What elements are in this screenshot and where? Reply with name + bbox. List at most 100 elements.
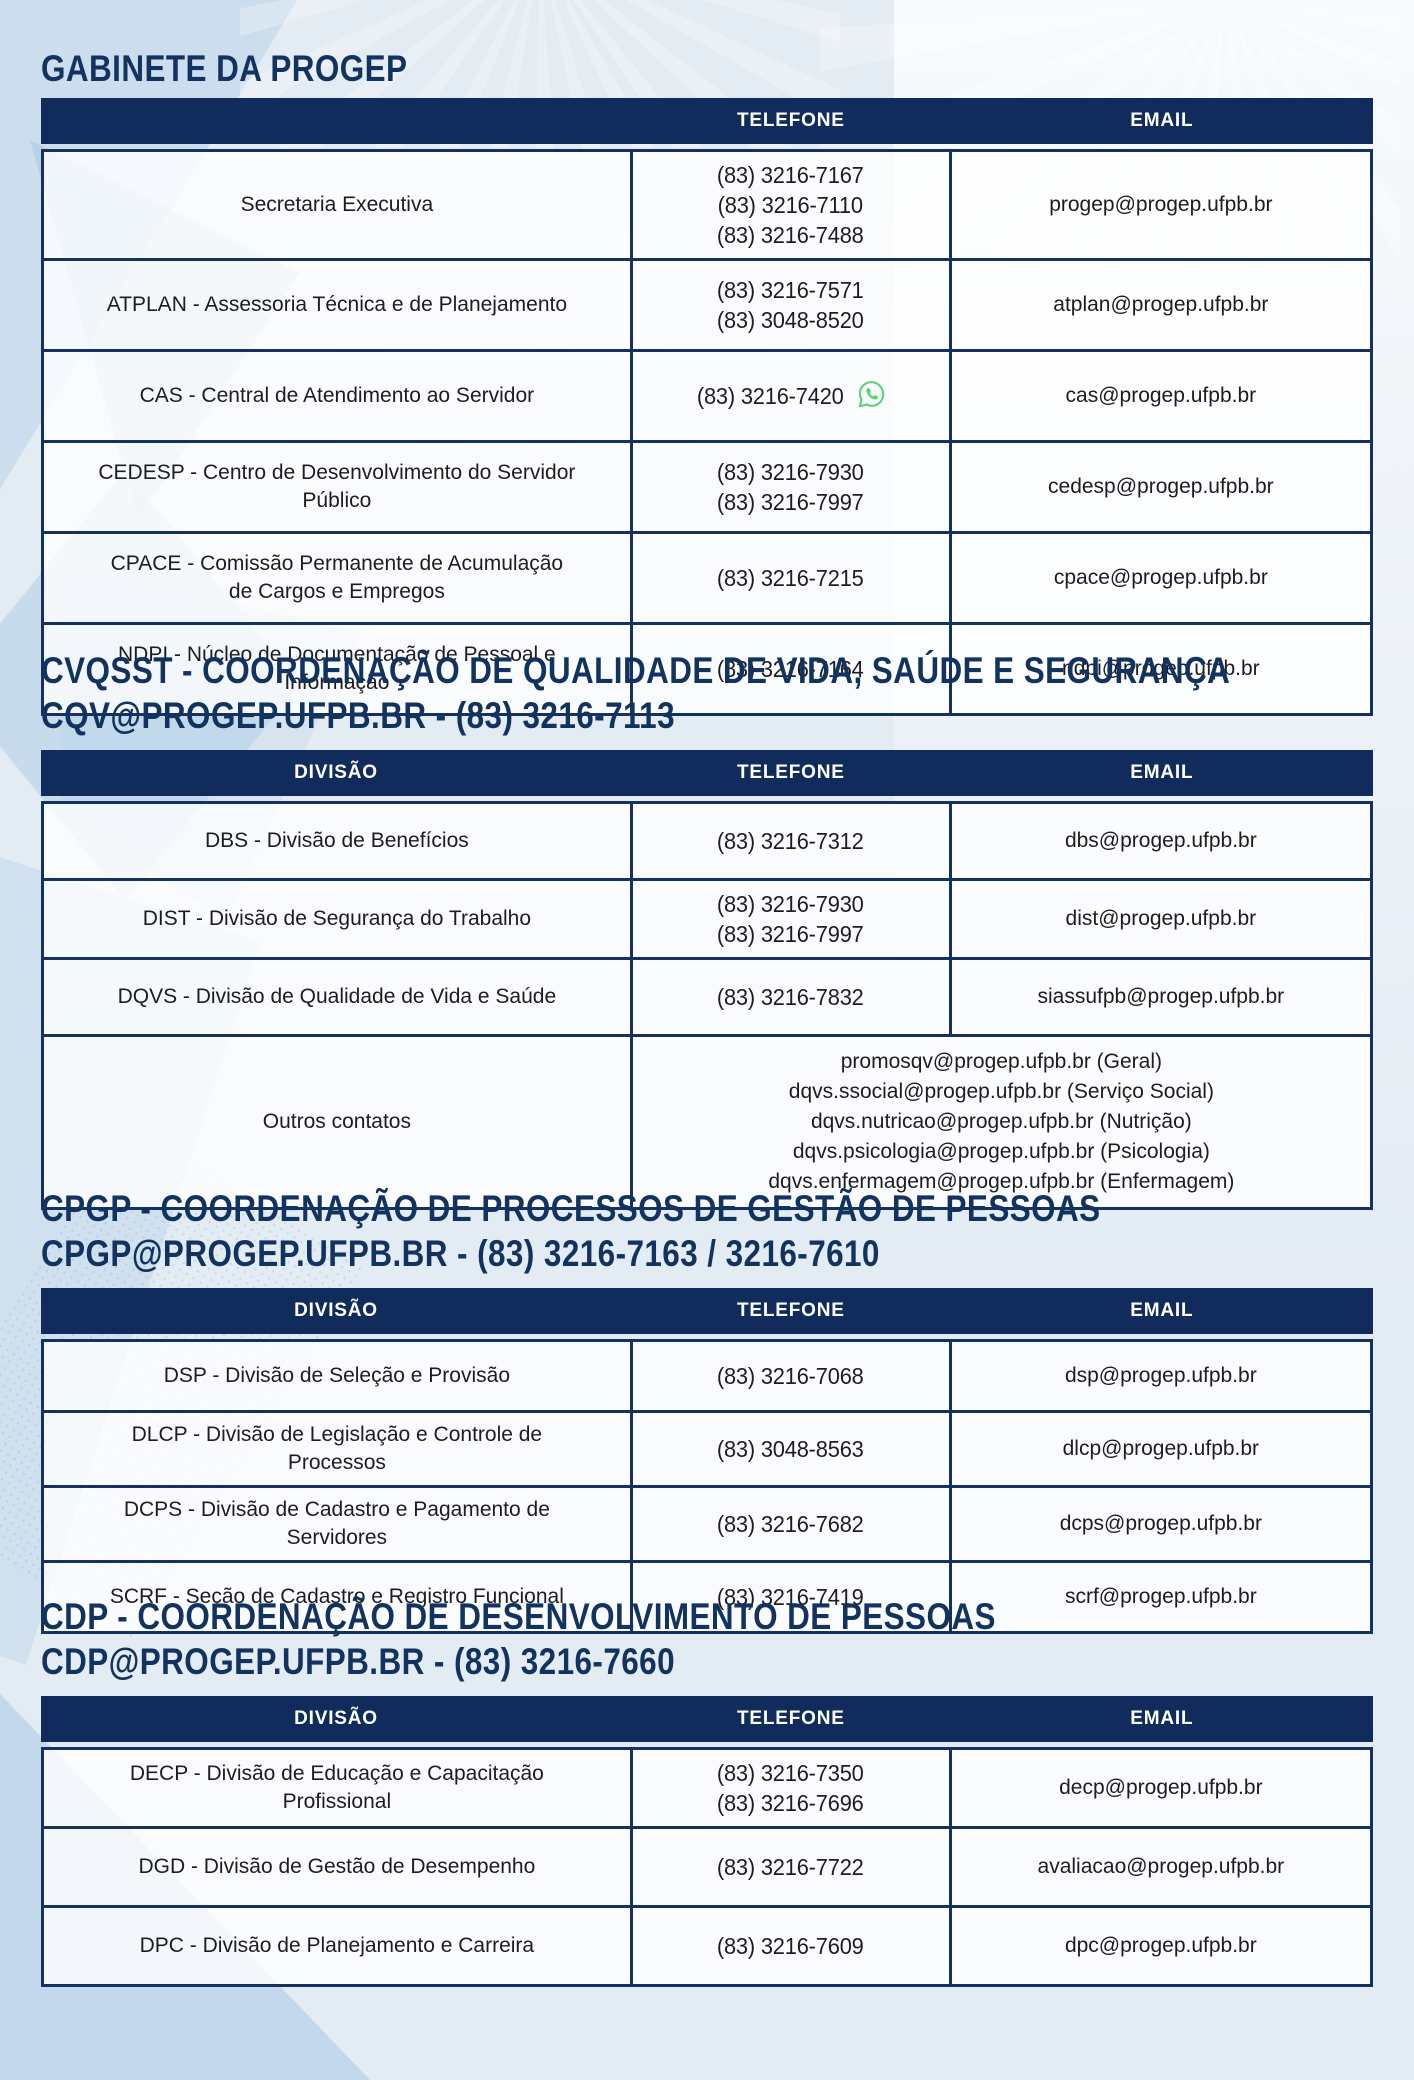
phone-number: (83) 3216-7682: [717, 1511, 865, 1537]
column-header: EMAIL: [1130, 762, 1194, 783]
column-header: TELEFONE: [737, 1300, 845, 1321]
phone-cell: (83) 3216-7930 (83) 3216-7997: [629, 440, 952, 534]
email-address: dpc@progep.ufpb.br: [1064, 1934, 1257, 1957]
division-cell: DLCP - Divisão de Legislação e Controle …: [41, 1410, 633, 1488]
contact-table: DIVISÃO TELEFONE EMAIL DBS - Divisão de Ben…: [41, 750, 1374, 1210]
phone-number: (83) 3216-7930 (83) 3216-7997: [717, 459, 865, 515]
phone-number: (83) 3216-7930 (83) 3216-7997: [717, 891, 865, 947]
email-cell: dsp@progep.ufpb.br: [948, 1339, 1374, 1413]
division-cell: DQVS - Divisão de Qualidade de Vida e Sa…: [41, 957, 633, 1037]
contact-table: DIVISÃO TELEFONE EMAIL DSP - Divisão de Sel…: [41, 1288, 1374, 1634]
table-row: DLCP - Divisão de Legislação e Controle …: [41, 1410, 1374, 1488]
column-header: TELEFONE: [737, 110, 845, 131]
email-cell: dcps@progep.ufpb.br: [948, 1485, 1374, 1563]
table-row: CAS - Central de Atendimento ao Servidor…: [41, 349, 1374, 443]
phone-number: (83) 3216-7068: [717, 1363, 865, 1389]
table-row: DECP - Divisão de Educação e Capacitação…: [41, 1747, 1374, 1829]
email-cell: scrf@progep.ufpb.br: [948, 1560, 1374, 1634]
section-subtitle: CDP@PROGEP.UFPB.BR - (83) 3216-7660: [41, 1641, 675, 1682]
table-row: DPC - Divisão de Planejamento e Carreira…: [41, 1905, 1374, 1987]
phone-cell: (83) 3216-7215: [629, 531, 952, 625]
phone-number: (83) 3048-8563: [717, 1436, 865, 1462]
phone-cell: (83) 3216-7832: [629, 957, 952, 1037]
table-row: DBS - Divisão de Benefícios (83) 3216-731…: [41, 801, 1374, 881]
division-cell: DBS - Divisão de Benefícios: [41, 801, 633, 881]
email-cell: siassufpb@progep.ufpb.br: [948, 957, 1374, 1037]
contact-table: TELEFONE EMAIL Secretaria Executiva (83) 32…: [41, 98, 1374, 716]
email-cell: dpc@progep.ufpb.br: [948, 1905, 1374, 1987]
division-cell: DIST - Divisão de Segurança do Trabalho: [41, 878, 633, 960]
table-row: DGD - Divisão de Gestão de Desempenho (83…: [41, 1826, 1374, 1908]
division-cell: DSP - Divisão de Seleção e Provisão: [41, 1339, 633, 1413]
phone-number: (83) 3216-7609: [717, 1933, 865, 1959]
column-header: DIVISÃO: [294, 762, 378, 783]
division-cell: Outros contatos: [41, 1034, 633, 1210]
email-cell: progep@progep.ufpb.br: [948, 149, 1374, 261]
email-address: siassufpb@progep.ufpb.br: [1037, 985, 1285, 1008]
email-address: progep@progep.ufpb.br: [1049, 193, 1273, 216]
section-title: GABINETE DA PROGEP: [41, 48, 408, 89]
section-subtitle: CPGP@PROGEP.UFPB.BR - (83) 3216-7163 / 3…: [41, 1233, 880, 1274]
column-header: TELEFONE: [737, 762, 845, 783]
division-cell: DPC - Divisão de Planejamento e Carreira: [41, 1905, 633, 1987]
column-header: DIVISÃO: [294, 1708, 378, 1729]
email-cell: atplan@progep.ufpb.br: [948, 258, 1374, 352]
column-header: EMAIL: [1130, 110, 1194, 131]
table-row: Secretaria Executiva (83) 3216-7167 (83) …: [41, 149, 1374, 261]
email-address: dcps@progep.ufpb.br: [1059, 1512, 1262, 1535]
column-header: DIVISÃO: [294, 1300, 378, 1321]
division-cell: DECP - Divisão de Educação e Capacitação…: [41, 1747, 633, 1829]
email-cell: avaliacao@progep.ufpb.br: [948, 1826, 1374, 1908]
division-cell: CEDESP - Centro de Desenvolvimento do Se…: [41, 440, 633, 534]
section-title: CPGP - COORDENAÇÃO DE PROCESSOS DE GESTÃ…: [41, 1188, 1101, 1229]
section-gabinete: GABINETE DA PROGEP TELEFONE EMAIL Secretari…: [41, 46, 1374, 716]
email-address: avaliacao@progep.ufpb.br: [1037, 1855, 1285, 1878]
phone-number: (83) 3216-7215: [717, 565, 865, 591]
column-header: EMAIL: [1130, 1708, 1194, 1729]
email-address: decp@progep.ufpb.br: [1059, 1776, 1263, 1799]
division-cell: CPACE - Comissão Permanente de Acumulaçã…: [41, 531, 633, 625]
division-cell: DGD - Divisão de Gestão de Desempenho: [41, 1826, 633, 1908]
email-cell: cas@progep.ufpb.br: [948, 349, 1374, 443]
whatsapp-icon: [858, 380, 885, 407]
contact-table: DIVISÃO TELEFONE EMAIL DECP - Divisão de Ed…: [41, 1696, 1374, 1987]
section-cdp: CDP - COORDENAÇÃO DE DESENVOLVIMENTO DE …: [41, 1594, 1374, 1987]
email-address: dist@progep.ufpb.br: [1065, 907, 1257, 930]
table-row: ATPLAN - Assessoria Técnica e de Planeja…: [41, 258, 1374, 352]
email-address: cedesp@progep.ufpb.br: [1048, 475, 1274, 498]
phone-number: (83) 3216-7164: [717, 656, 865, 682]
phone-number: (83) 3216-7350 (83) 3216-7696: [717, 1760, 865, 1816]
section-cpgp: CPGP - COORDENAÇÃO DE PROCESSOS DE GESTÃ…: [41, 1186, 1374, 1634]
email-address: dbs@progep.ufpb.br: [1064, 829, 1257, 852]
phone-number: (83) 3216-7571 (83) 3048-8520: [717, 277, 865, 333]
section-title: CDP - COORDENAÇÃO DE DESENVOLVIMENTO DE …: [41, 1596, 996, 1637]
phone-cell: (83) 3216-7350 (83) 3216-7696: [629, 1747, 952, 1829]
division-cell: CAS - Central de Atendimento ao Servidor: [41, 349, 633, 443]
table-header-row: DIVISÃO TELEFONE EMAIL: [41, 1696, 1373, 1742]
phone-number: (83) 3216-7167 (83) 3216-7110 (83) 3216-…: [717, 162, 865, 248]
phone-cell: (83) 3216-7068: [629, 1339, 952, 1413]
column-header: [41, 98, 631, 144]
column-header: TELEFONE: [737, 1708, 845, 1729]
phone-number: (83) 3216-7722: [717, 1854, 865, 1880]
division-cell: ATPLAN - Assessoria Técnica e de Planeja…: [41, 258, 633, 352]
table-row: DSP - Divisão de Seleção e Provisão (83) …: [41, 1339, 1374, 1413]
phone-cell: (83) 3216-7930 (83) 3216-7997: [629, 878, 952, 960]
phone-cell: (83) 3216-7722: [629, 1826, 952, 1908]
phone-number: (83) 3216-7312: [717, 828, 865, 854]
column-header: EMAIL: [1130, 1300, 1194, 1321]
email-cell: decp@progep.ufpb.br: [948, 1747, 1374, 1829]
section-title: CVQSST - COORDENAÇÃO DE QUALIDADE DE VID…: [41, 650, 1231, 691]
table-header-row: DIVISÃO TELEFONE EMAIL: [41, 1288, 1373, 1334]
email-address: scrf@progep.ufpb.br: [1064, 1585, 1257, 1608]
table-row: Outros contatos promosqv@progep.ufpb.br (…: [41, 1034, 1374, 1210]
phone-cell: (83) 3216-7167 (83) 3216-7110 (83) 3216-…: [629, 149, 952, 261]
phone-number: (83) 3216-7832: [717, 984, 865, 1010]
table-row: DIST - Divisão de Segurança do Trabalho (…: [41, 878, 1374, 960]
table-row: DQVS - Divisão de Qualidade de Vida e Sa…: [41, 957, 1374, 1037]
email-address: dlcp@progep.ufpb.br: [1062, 1437, 1260, 1460]
email-cell: cedesp@progep.ufpb.br: [948, 440, 1374, 534]
phone-number: (83) 3216-7420: [697, 383, 845, 409]
section-cvqsst: CVQSST - COORDENAÇÃO DE QUALIDADE DE VID…: [41, 648, 1374, 1210]
